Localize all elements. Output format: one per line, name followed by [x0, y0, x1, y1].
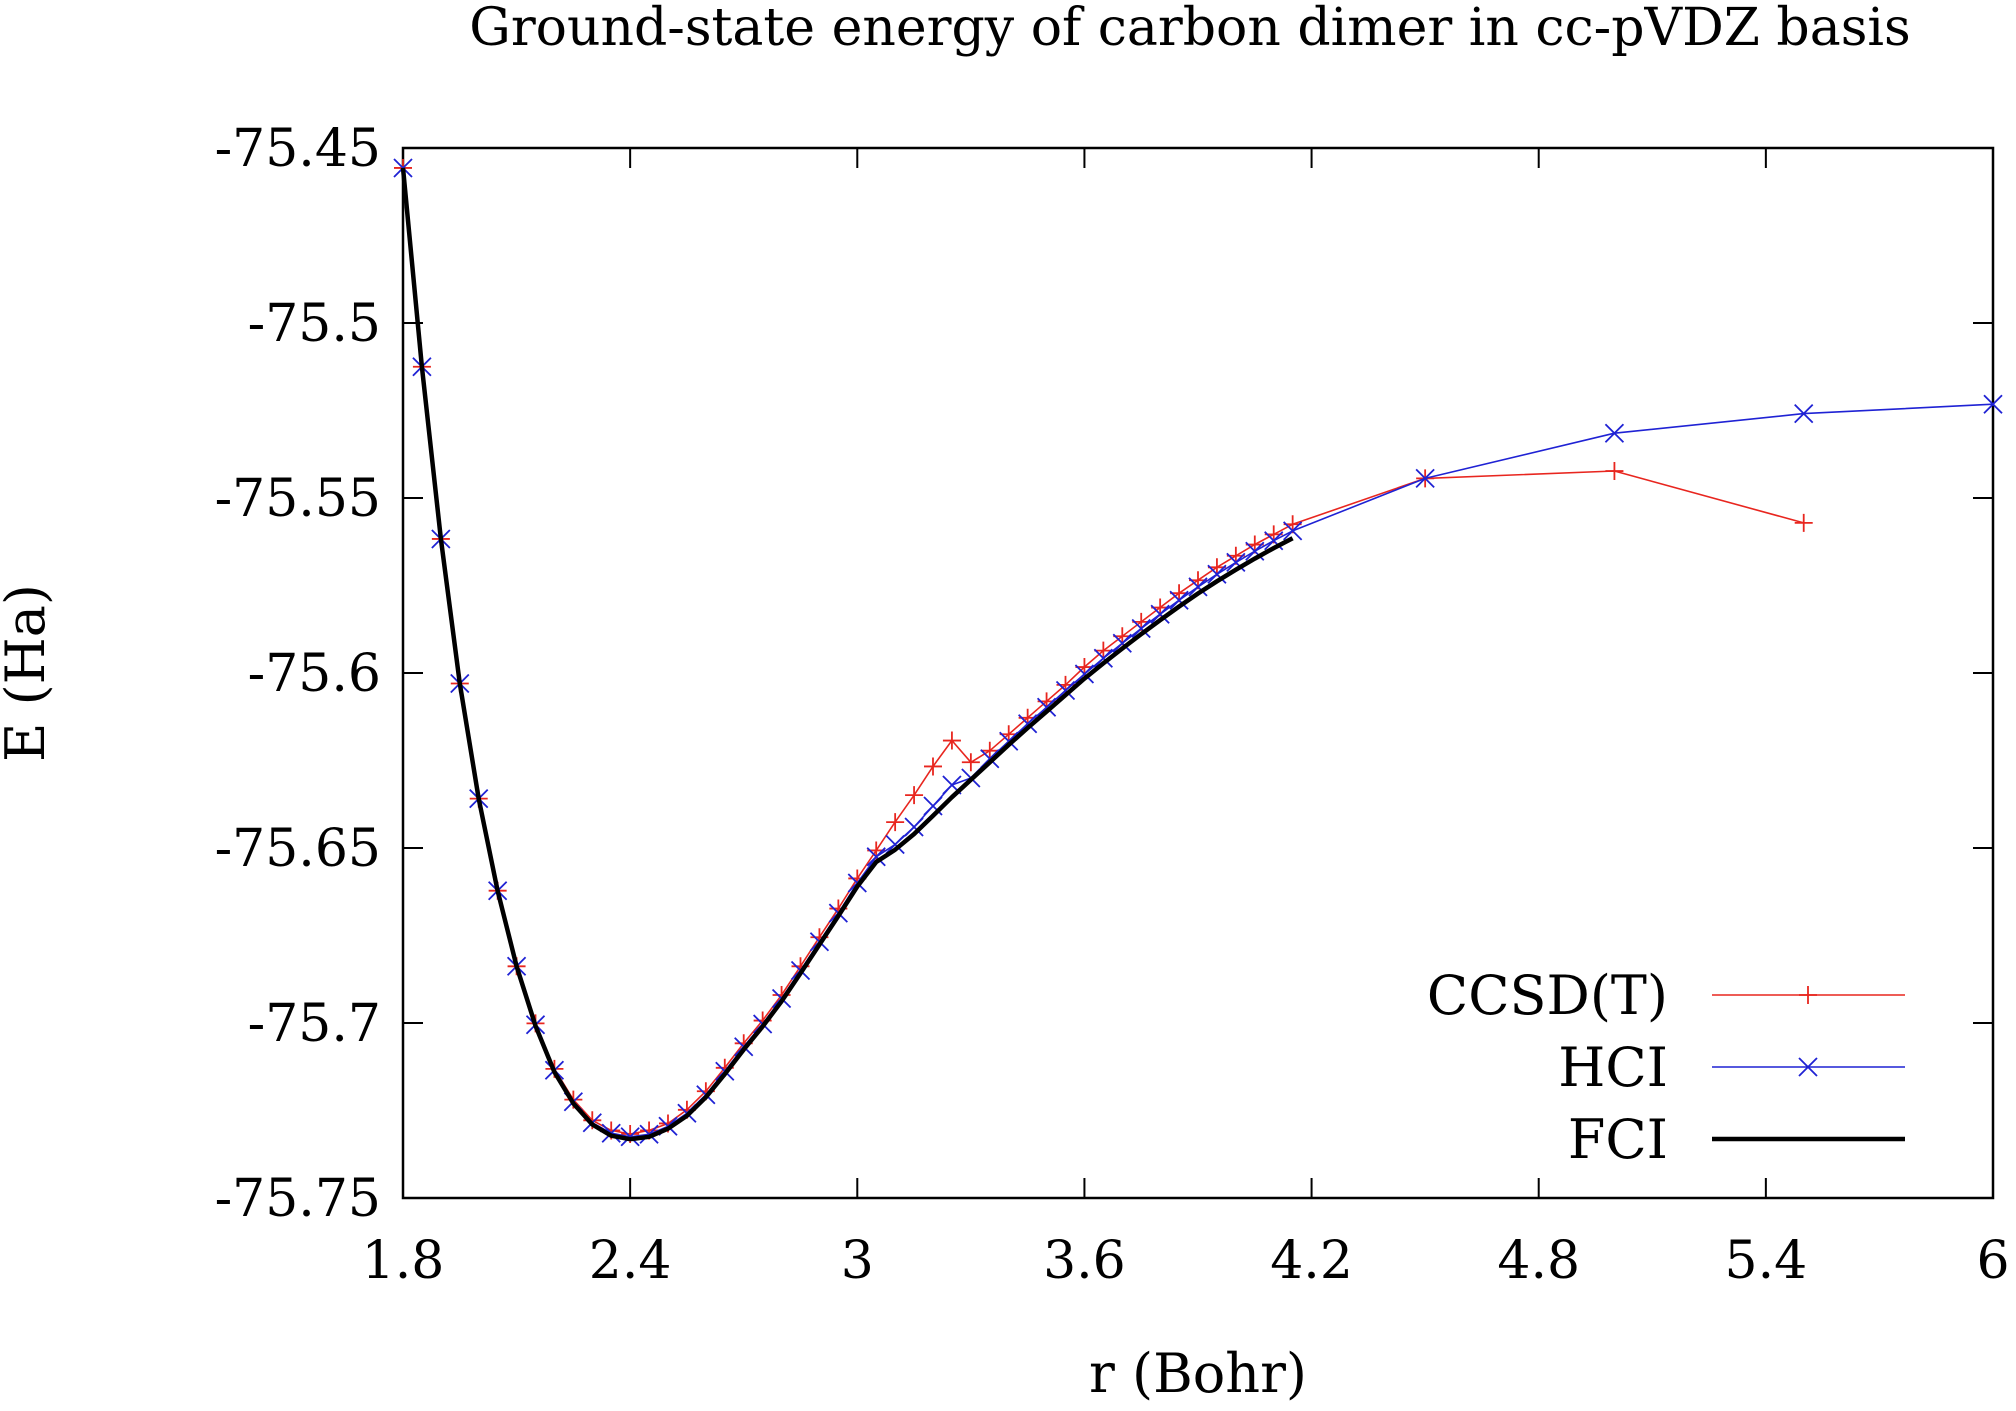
- data-point-hci: [1283, 521, 1303, 541]
- y-tick-label: -75.75: [215, 1169, 381, 1229]
- x-tick-label: 3: [841, 1231, 874, 1291]
- data-point-ccsd-t: [1605, 462, 1624, 481]
- data-point-hci: [1074, 664, 1095, 684]
- y-tick-label: -75.65: [215, 819, 381, 879]
- data-point-hci: [1983, 394, 2003, 414]
- data-point-hci: [639, 1124, 659, 1144]
- series-line-fci: [400, 167, 1294, 1142]
- data-point-hci: [1036, 697, 1057, 717]
- data-point-ccsd-t: [905, 786, 924, 805]
- data-point-hci: [1093, 648, 1113, 668]
- data-point-hci: [1169, 590, 1189, 610]
- legend-label-fci: FCI: [1568, 1108, 1668, 1171]
- axis-ticks: 1.8 2.4 3 3.6 4.2 4.8 5.4 6 -75.45 -75.5 -75.55 -75…: [215, 119, 2010, 1291]
- data-point-ccsd-t: [961, 753, 980, 772]
- data-point-hci: [1794, 404, 1814, 424]
- y-tick-label: -75.6: [248, 644, 381, 704]
- data-point-hci: [1018, 714, 1038, 734]
- series-line-hci: [402, 167, 1994, 1138]
- data-point-ccsd-t: [1094, 641, 1113, 660]
- data-point-hci: [1055, 680, 1076, 701]
- data-point-hci: [999, 731, 1019, 751]
- series-group: [393, 158, 2003, 1147]
- data-point-hci: [1188, 577, 1208, 597]
- x-tick-label: 1.8: [362, 1231, 445, 1291]
- data-point-hci: [1150, 604, 1170, 624]
- y-tick-label: -75.55: [215, 469, 381, 529]
- data-point-hci: [1207, 564, 1227, 584]
- data-point-hci: [1131, 618, 1151, 639]
- x-tick-label: 2.4: [589, 1231, 672, 1291]
- data-point-ccsd-t: [886, 813, 905, 832]
- data-point-hci: [1604, 423, 1625, 443]
- data-point-hci: [904, 817, 924, 837]
- x-axis-label: r (Bohr): [1089, 1342, 1307, 1405]
- plot-frame: [401, 146, 1995, 1200]
- legend-label-hci: HCI: [1558, 1036, 1668, 1099]
- series-fci: [400, 167, 1294, 1142]
- y-tick-label: -75.5: [248, 294, 381, 354]
- x-tick-label: 3.6: [1043, 1231, 1126, 1291]
- y-tick-label: -75.7: [248, 994, 381, 1054]
- data-point-ccsd-t: [924, 757, 942, 776]
- y-axis-label: E (Ha): [0, 584, 57, 762]
- x-tick-label: 5.4: [1725, 1231, 1808, 1291]
- data-point-hci: [1112, 633, 1132, 653]
- x-tick-label: 4.2: [1270, 1231, 1353, 1291]
- data-point-hci: [885, 834, 905, 855]
- chart-title: Ground-state energy of carbon dimer in c…: [469, 0, 1910, 58]
- data-point-hci: [980, 749, 1000, 769]
- series-hci: [393, 158, 2003, 1147]
- data-point-hci: [1415, 468, 1435, 489]
- legend-marker-hci: [1798, 1057, 1818, 1077]
- data-point-ccsd-t: [942, 731, 961, 750]
- data-point-ccsd-t: [1794, 513, 1813, 532]
- x-tick-label: 6: [1976, 1231, 2009, 1291]
- legend: CCSD(T) HCI FCI: [1427, 964, 1905, 1171]
- data-point-hci: [620, 1127, 640, 1147]
- x-tick-label: 4.8: [1497, 1231, 1580, 1291]
- data-point-hci: [866, 847, 886, 867]
- legend-label-ccsd-t: CCSD(T): [1427, 964, 1668, 1027]
- data-point-ccsd-t: [980, 741, 999, 760]
- legend-marker-ccsd-t: [1799, 986, 1817, 1004]
- y-tick-label: -75.45: [215, 119, 381, 179]
